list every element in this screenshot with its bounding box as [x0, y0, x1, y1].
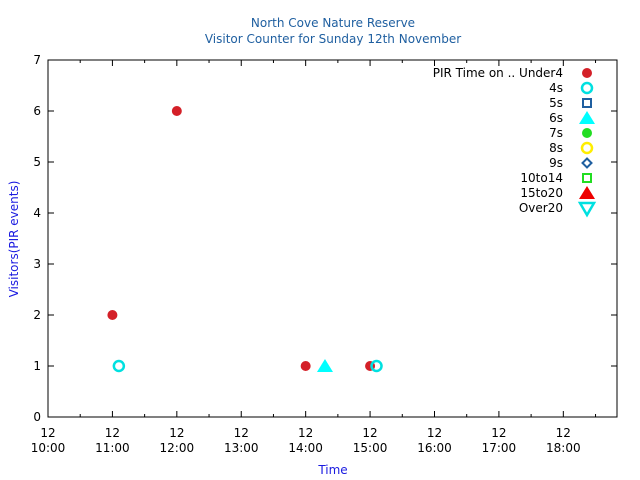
legend-marker-1 [580, 81, 594, 95]
y-tick-label-0: 0 [33, 410, 41, 424]
x-tick-day-1: 12 [105, 426, 120, 440]
x-tick-day-4: 12 [298, 426, 313, 440]
x-axis: 1210:001211:001212:001213:001214:001215:… [31, 60, 597, 455]
chart-subtitle: Visitor Counter for Sunday 12th November [205, 32, 461, 46]
x-tick-time-5: 15:00 [353, 441, 388, 455]
legend-label-9: Over20 [519, 201, 563, 215]
point-4s-0 [112, 359, 126, 373]
x-tick-time-0: 10:00 [31, 441, 66, 455]
y-tick-label-7: 7 [33, 53, 41, 67]
x-tick-time-7: 17:00 [482, 441, 517, 455]
point-4s-1 [370, 359, 383, 373]
legend-marker-4 [582, 128, 592, 138]
point-under4-2 [300, 361, 311, 371]
x-tick-day-8: 12 [556, 426, 571, 440]
legend-label-3: 6s [549, 111, 563, 125]
legend-marker-7 [582, 173, 592, 183]
x-tick-time-6: 16:00 [417, 441, 452, 455]
x-tick-day-0: 12 [40, 426, 55, 440]
legend-label-7: 10to14 [520, 171, 563, 185]
y-tick-label-2: 2 [33, 308, 41, 322]
legend-label-6: 9s [549, 156, 563, 170]
x-tick-time-3: 13:00 [224, 441, 259, 455]
x-tick-day-2: 12 [169, 426, 184, 440]
legend-marker-0 [582, 68, 592, 78]
legend-marker-9 [577, 201, 597, 218]
x-tick-day-5: 12 [362, 426, 377, 440]
chart-title: North Cove Nature Reserve [251, 16, 415, 30]
x-axis-label: Time [317, 463, 347, 477]
y-axis-label: Visitors(PIR events) [7, 181, 21, 298]
legend-label-1: 4s [549, 81, 563, 95]
legend-label-8: 15to20 [520, 186, 563, 200]
y-tick-label-6: 6 [33, 104, 41, 118]
y-tick-label-4: 4 [33, 206, 41, 220]
legend-marker-2 [582, 98, 592, 108]
plot-frame [47, 59, 618, 418]
legend-label-0: PIR Time on .. Under4 [433, 66, 563, 80]
data-points [107, 106, 383, 373]
legend-label-5: 8s [549, 141, 563, 155]
legend-marker-8 [579, 186, 595, 199]
x-tick-time-8: 18:00 [546, 441, 581, 455]
x-tick-day-7: 12 [491, 426, 506, 440]
legend-label-4: 7s [549, 126, 563, 140]
x-tick-time-1: 11:00 [95, 441, 130, 455]
x-tick-day-3: 12 [234, 426, 249, 440]
legend-marker-6 [581, 157, 593, 169]
x-tick-day-6: 12 [427, 426, 442, 440]
legend-label-2: 5s [549, 96, 563, 110]
y-tick-label-1: 1 [33, 359, 41, 373]
legend-marker-5 [580, 141, 594, 155]
x-tick-time-2: 12:00 [160, 441, 195, 455]
y-tick-label-5: 5 [33, 155, 41, 169]
y-axis: 0 1 2 3 4 5 6 7 [33, 53, 617, 424]
point-under4-1 [171, 106, 182, 116]
legend: PIR Time on .. Under44s5s6s7s8s9s10to141… [433, 66, 597, 218]
y-tick-label-3: 3 [33, 257, 41, 271]
point-under4-0 [107, 310, 118, 320]
legend-marker-3 [579, 111, 595, 124]
x-tick-time-4: 14:00 [288, 441, 323, 455]
point-6s-0 [316, 359, 333, 372]
